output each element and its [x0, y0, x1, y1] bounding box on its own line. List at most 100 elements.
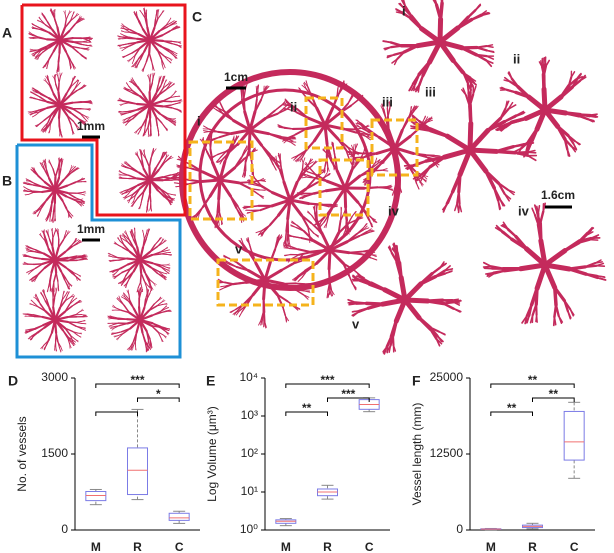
vessel: [507, 101, 514, 110]
vessel: [148, 38, 159, 52]
vessel: [417, 123, 432, 131]
vessel: [165, 263, 170, 266]
vessel: [119, 263, 129, 270]
vessel: [120, 113, 125, 116]
vessel: [74, 239, 79, 243]
vessel: [58, 52, 61, 62]
vessel: [44, 163, 47, 171]
vessel: [157, 331, 164, 336]
vessel: [563, 299, 572, 311]
vessel: [222, 112, 235, 122]
vessel: [61, 199, 68, 209]
vessel: [414, 73, 421, 86]
vessel: [285, 217, 289, 233]
vessel: [51, 217, 54, 222]
vessel: [341, 84, 347, 90]
vessel: [131, 111, 141, 118]
vessel: [120, 309, 131, 314]
vessel: [261, 230, 266, 237]
vessel: [69, 212, 73, 217]
vessel: [563, 241, 581, 253]
vessel: [240, 237, 244, 245]
vessel: [336, 137, 349, 148]
vessel: [304, 123, 327, 131]
vessel: [68, 88, 76, 97]
vessel: [121, 235, 126, 239]
vessel: [330, 289, 335, 296]
vessel: [163, 151, 166, 157]
vessel: [418, 74, 425, 86]
vessel: [60, 346, 63, 351]
vessel: [313, 232, 320, 237]
vessel: [129, 108, 139, 114]
vessel: [430, 266, 441, 275]
vessel: [393, 146, 399, 169]
vessel: [148, 100, 164, 107]
vessel: [148, 178, 159, 192]
significance-bracket: [490, 383, 575, 388]
vessel: [387, 128, 397, 150]
vessel: [155, 13, 157, 20]
vessel: [126, 278, 130, 284]
vessel: [161, 174, 172, 178]
vessel: [360, 127, 369, 133]
vessel: [219, 158, 224, 164]
vessel: [366, 228, 372, 233]
vessel: [149, 338, 152, 345]
vessel: [333, 148, 336, 159]
vessel: [162, 157, 167, 164]
vessel: [157, 297, 161, 301]
vessel: [29, 246, 37, 251]
vessel: [71, 107, 81, 115]
vessel: [446, 190, 454, 205]
vessel: [35, 111, 41, 116]
vessel: [154, 240, 159, 246]
vessel: [54, 167, 59, 178]
vessel: [151, 77, 154, 84]
vessel: [283, 138, 289, 144]
vessel: [294, 289, 305, 292]
vessel: [75, 256, 83, 258]
vessel: [328, 240, 349, 252]
vessel: [160, 299, 165, 303]
vessel: [285, 104, 291, 111]
vessel: [76, 117, 82, 122]
vessel: [409, 82, 414, 92]
vessel: [199, 178, 222, 184]
vessel: [115, 268, 122, 272]
vessel: [419, 175, 425, 184]
vessel: [50, 258, 57, 274]
vessel: [28, 33, 34, 36]
vessel: [156, 49, 165, 57]
vessel: [437, 16, 444, 45]
vessel: [78, 18, 82, 22]
vessel: [111, 327, 115, 331]
vessel: [165, 84, 170, 91]
vessel: [80, 17, 84, 22]
vessel: [65, 291, 68, 296]
vessel: [248, 243, 253, 253]
vessel: [530, 127, 539, 144]
vessel: [451, 58, 464, 74]
vessel: [283, 103, 289, 109]
vessel: [424, 154, 434, 158]
vessel: [147, 74, 150, 79]
vessel: [333, 186, 347, 206]
vessel: [304, 178, 315, 191]
vessel: [118, 332, 124, 338]
vessel: [195, 213, 200, 219]
vessel: [35, 294, 38, 299]
vessel: [239, 240, 244, 247]
vessel: [118, 322, 129, 327]
vessel: [27, 182, 35, 186]
vessel: [553, 286, 566, 303]
y-tick-label: 10⁰: [240, 522, 258, 536]
vessel: [240, 149, 246, 159]
vessel: [125, 121, 129, 126]
vessel: [118, 280, 123, 284]
vessel: [74, 238, 77, 243]
vessel: [347, 215, 353, 225]
vessel: [114, 275, 118, 279]
vessel: [68, 168, 72, 175]
vessel: [240, 91, 243, 101]
